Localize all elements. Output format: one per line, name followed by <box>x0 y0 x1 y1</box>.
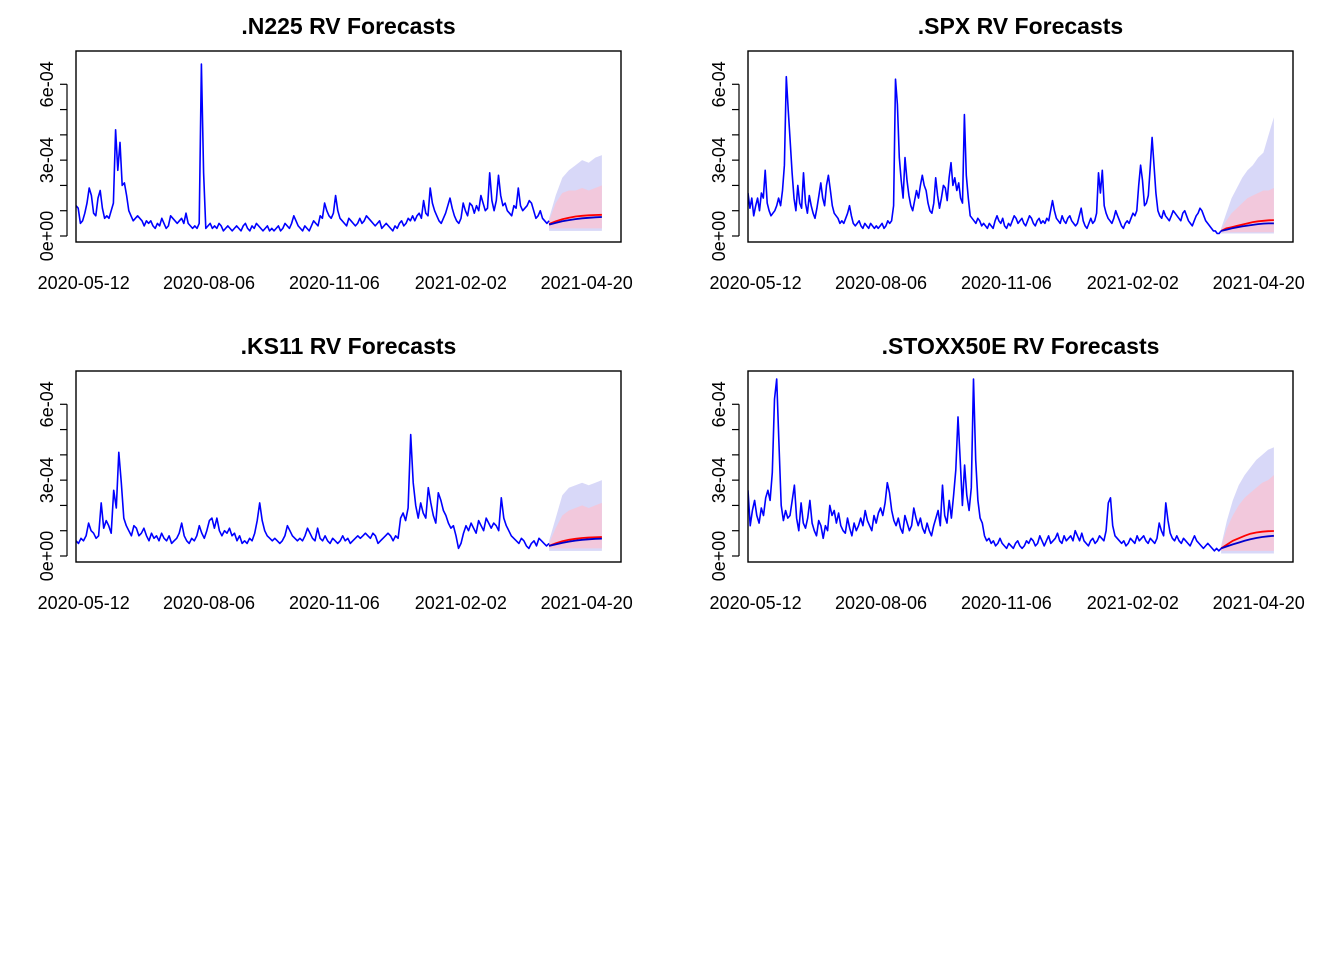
x-tick-label: 2020-05-12 <box>710 273 802 293</box>
x-tick-label: 2020-08-06 <box>163 593 255 613</box>
forecast-line-red <box>1220 219 1274 232</box>
x-tick-label: 2020-11-06 <box>961 273 1052 293</box>
panel-spx: .SPX RV Forecasts 0e+00 3e-04 6e-04 2020-05-… <box>709 13 1305 293</box>
x-tick-label: 2021-02-02 <box>415 273 507 293</box>
y-tick-label: 3e-04 <box>709 137 729 183</box>
y-tick-label: 6e-04 <box>709 381 729 427</box>
y-tick-label: 3e-04 <box>709 457 729 503</box>
x-tick-label: 2020-05-12 <box>710 593 802 613</box>
x-tick-label: 2020-08-06 <box>835 273 927 293</box>
chart-title: .STOXX50E RV Forecasts <box>882 333 1160 359</box>
plot-frame <box>75 50 622 243</box>
y-tick-label: 0e+00 <box>37 531 57 582</box>
forecast-line-blue <box>548 537 602 547</box>
y-tick-label: 0e+00 <box>709 531 729 582</box>
plot-area <box>748 75 1274 235</box>
chart-title: .N225 RV Forecasts <box>241 13 455 39</box>
chart-title: .KS11 RV Forecasts <box>241 333 457 359</box>
observed-rv-line <box>76 433 550 550</box>
chart-title: .SPX RV Forecasts <box>918 13 1123 39</box>
x-tick-label: 2021-02-02 <box>415 593 507 613</box>
x-tick-label: 2021-04-20 <box>541 593 633 613</box>
plot-area <box>76 433 602 551</box>
x-tick-label: 2020-11-06 <box>961 593 1052 613</box>
plot-frame <box>747 370 1294 563</box>
y-tick-label: 0e+00 <box>709 211 729 262</box>
x-tick-label: 2021-02-02 <box>1087 273 1179 293</box>
panel-n225: .N225 RV Forecasts 0e+00 3e-04 6e-04 2020-05… <box>37 13 633 293</box>
x-tick-label: 2021-04-20 <box>541 273 633 293</box>
plot-frame <box>75 370 622 563</box>
x-tick-label: 2021-04-20 <box>1213 273 1305 293</box>
y-tick-label: 6e-04 <box>37 381 57 427</box>
forecast-line-red <box>548 536 602 547</box>
forecast-line-blue <box>1220 222 1274 232</box>
panel-stoxx50e: .STOXX50E RV Forecasts 0e+00 3e-04 6e-04 202… <box>709 333 1305 613</box>
forecast-line-blue <box>548 216 602 226</box>
x-tick-label: 2021-04-20 <box>1213 593 1305 613</box>
plot-area <box>748 378 1274 554</box>
y-tick-label: 3e-04 <box>37 457 57 503</box>
y-tick-label: 0e+00 <box>37 211 57 262</box>
forecast-line-blue <box>1220 534 1274 550</box>
x-tick-label: 2020-08-06 <box>835 593 927 613</box>
y-tick-label: 3e-04 <box>37 137 57 183</box>
x-tick-label: 2020-11-06 <box>289 593 380 613</box>
observed-rv-line <box>76 63 550 232</box>
forecast-line-red <box>548 213 602 225</box>
y-tick-label: 6e-04 <box>37 61 57 107</box>
observed-rv-line <box>748 75 1222 235</box>
x-tick-label: 2020-05-12 <box>38 273 130 293</box>
panel-ks11: .KS11 RV Forecasts 0e+00 3e-04 6e-04 2020-05… <box>37 333 633 613</box>
plot-area <box>76 63 602 232</box>
x-tick-label: 2020-11-06 <box>289 273 380 293</box>
x-tick-label: 2020-05-12 <box>38 593 130 613</box>
x-tick-label: 2020-08-06 <box>163 273 255 293</box>
x-tick-label: 2021-02-02 <box>1087 593 1179 613</box>
y-tick-label: 6e-04 <box>709 61 729 107</box>
forecast-line-red <box>1220 530 1274 550</box>
plot-frame <box>747 50 1294 243</box>
observed-rv-line <box>748 378 1222 552</box>
